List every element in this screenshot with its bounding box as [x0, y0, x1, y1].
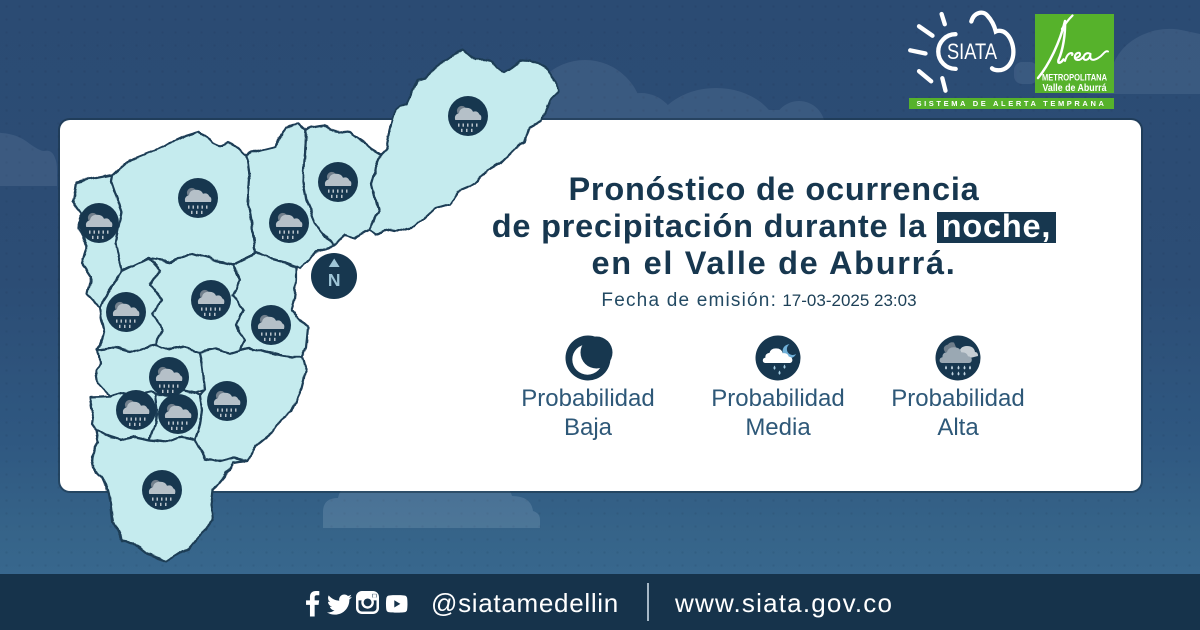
- svg-text:SIATA: SIATA: [947, 39, 997, 64]
- svg-text:METROPOLITANA: METROPOLITANA: [1042, 73, 1107, 84]
- svg-text:N: N: [328, 270, 341, 290]
- svg-text:Valle de Aburrá: Valle de Aburrá: [1043, 82, 1107, 93]
